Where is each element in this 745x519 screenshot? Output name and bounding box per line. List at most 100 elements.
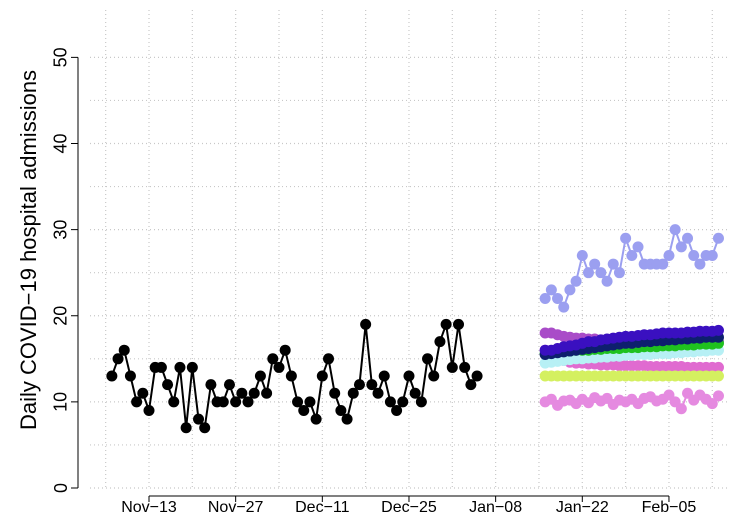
point (124, 370, 136, 382)
point (632, 241, 644, 253)
point (403, 370, 415, 382)
point (682, 232, 694, 244)
point (143, 404, 155, 416)
y-tick-label: 10 (51, 392, 71, 412)
point (471, 370, 483, 382)
y-tick-label: 0 (51, 483, 71, 493)
point (570, 275, 582, 287)
point (372, 387, 384, 399)
point (155, 361, 167, 373)
point (595, 267, 607, 279)
point (712, 390, 724, 402)
x-tick-label: Dec−11 (295, 499, 350, 516)
point (434, 336, 446, 348)
point (335, 404, 347, 416)
point (298, 404, 310, 416)
point (316, 370, 328, 382)
point (106, 370, 118, 382)
point (626, 249, 638, 261)
point (310, 413, 322, 425)
point (341, 413, 353, 425)
point (279, 344, 291, 356)
point (607, 258, 619, 270)
point (415, 396, 427, 408)
y-tick-label: 30 (51, 220, 71, 240)
x-tick-label: Feb−05 (642, 499, 697, 516)
point (391, 404, 403, 416)
x-tick-label: Jan−22 (556, 499, 609, 516)
point (236, 387, 248, 399)
point (706, 249, 718, 261)
x-tick-label: Dec−25 (381, 499, 437, 516)
point (669, 224, 681, 236)
point (552, 293, 564, 305)
point (137, 387, 149, 399)
point (558, 301, 570, 313)
point (273, 361, 285, 373)
point (248, 387, 260, 399)
point (465, 379, 477, 391)
point (620, 232, 632, 244)
point (112, 353, 124, 365)
point (329, 387, 341, 399)
point (712, 232, 724, 244)
point (613, 267, 625, 279)
point (304, 396, 316, 408)
point (199, 422, 211, 434)
point (353, 379, 365, 391)
point (539, 293, 551, 305)
point (323, 353, 335, 365)
point (292, 396, 304, 408)
point (712, 370, 724, 382)
point (422, 353, 434, 365)
point (409, 387, 421, 399)
point (254, 370, 266, 382)
series-line (544, 226, 720, 310)
point (440, 318, 452, 330)
point (601, 275, 613, 287)
point (663, 249, 675, 261)
point (242, 396, 254, 408)
point (564, 284, 576, 296)
point (360, 318, 372, 330)
point (285, 370, 297, 382)
point (582, 267, 594, 279)
point (347, 387, 359, 399)
point (706, 398, 718, 410)
point (180, 422, 192, 434)
point (261, 387, 273, 399)
point (267, 353, 279, 365)
point (118, 344, 130, 356)
point (675, 241, 687, 253)
point (162, 379, 174, 391)
point (675, 403, 687, 415)
point (446, 361, 458, 373)
point (688, 249, 700, 261)
point (576, 249, 588, 261)
point (168, 396, 180, 408)
x-tick-label: Jan−08 (469, 499, 522, 516)
point (397, 396, 409, 408)
point (366, 379, 378, 391)
point (694, 258, 706, 270)
y-tick-label: 40 (51, 133, 71, 153)
point (453, 318, 464, 330)
point (205, 379, 217, 391)
point (712, 361, 724, 373)
y-axis-label: Daily COVID−19 hospital admissions (16, 70, 41, 430)
point (186, 361, 198, 373)
point (384, 396, 396, 408)
point (230, 396, 242, 408)
point (712, 324, 724, 336)
point (545, 284, 557, 296)
point (131, 396, 143, 408)
point (174, 361, 186, 373)
y-tick-label: 50 (51, 47, 71, 67)
point (378, 370, 390, 382)
point (193, 413, 205, 425)
y-tick-label: 20 (51, 306, 71, 326)
point (657, 258, 669, 270)
x-tick-label: Nov−27 (208, 499, 264, 516)
x-tick-label: Nov−13 (121, 499, 177, 516)
